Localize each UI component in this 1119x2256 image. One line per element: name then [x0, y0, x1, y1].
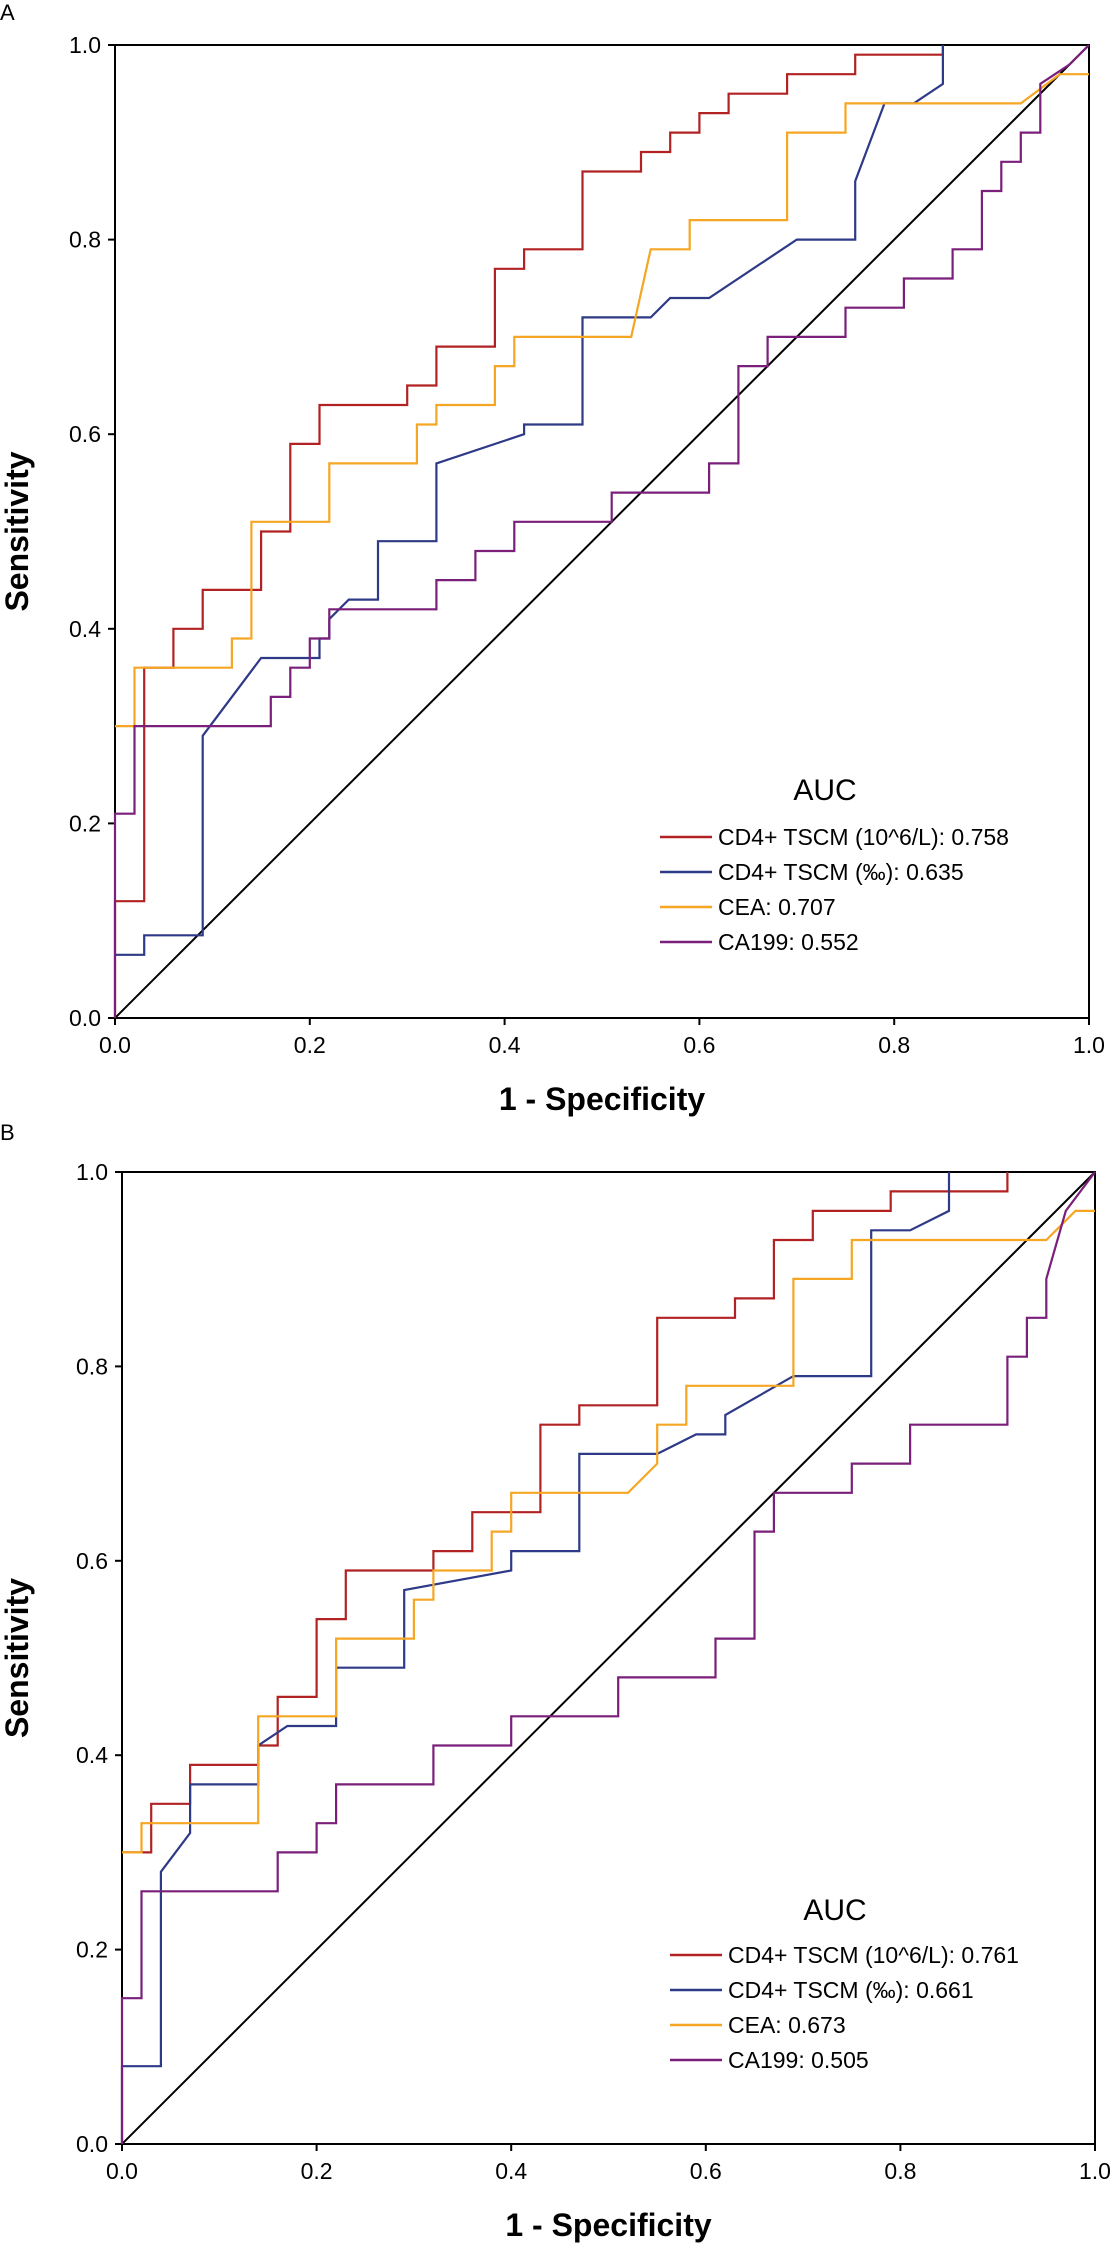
- x-tick-label: 0.8: [878, 1032, 910, 1058]
- y-tick-label: 0.0: [69, 1005, 101, 1031]
- y-tick-label: 0.0: [76, 2131, 108, 2157]
- legend-entry: CD4+ TSCM (‰): 0.635: [718, 859, 964, 885]
- roc-panel-a: A 0.0 0.2 0.4 0.6 0.8 1.0 0.0 0.2 0.4 0.6 0.8 1.0 1 -…: [0, 0, 1105, 1117]
- roc-curve-3: [115, 73, 1089, 728]
- x-tick-label: 0.6: [690, 2158, 722, 2184]
- reference-diagonal: [121, 1171, 1096, 2145]
- x-tick-label: 1.0: [1079, 2158, 1111, 2184]
- y-tick-label: 0.8: [76, 1353, 108, 1379]
- y-tick-label: 0.2: [76, 1937, 108, 1963]
- y-tick-label: 0.4: [69, 616, 101, 642]
- x-tick-label: 0.0: [106, 2158, 138, 2184]
- x-tick-label: 1.0: [1073, 1032, 1105, 1058]
- legend-entry: CEA: 0.673: [728, 2012, 846, 2038]
- y-tick-label: 0.6: [69, 421, 101, 447]
- roc-curve-4: [113, 44, 1090, 1018]
- y-tick-label: 1.0: [69, 32, 101, 58]
- y-axis-title: Sensitivity: [0, 1578, 35, 1738]
- legend-entry: CD4+ TSCM (10^6/L): 0.758: [718, 824, 1009, 850]
- legend-title: AUC: [793, 774, 856, 807]
- x-tick-label: 0.2: [301, 2158, 333, 2184]
- legend-entry: CA199: 0.505: [728, 2047, 869, 2073]
- roc-curve-2: [115, 45, 944, 956]
- panel-label: B: [0, 1120, 15, 1145]
- y-tick-label: 0.6: [76, 1548, 108, 1574]
- x-tick-label: 0.4: [495, 2158, 527, 2184]
- legend-entry: CD4+ TSCM (10^6/L): 0.761: [728, 1942, 1019, 1968]
- plot-frame: [114, 44, 1090, 1019]
- y-tick-label: 0.2: [69, 810, 101, 836]
- y-tick-label: 0.4: [76, 1742, 108, 1768]
- x-tick-label: 0.8: [884, 2158, 916, 2184]
- y-axis-title: Sensitivity: [0, 451, 35, 611]
- y-tick-label: 1.0: [76, 1159, 108, 1185]
- roc-curve-4: [120, 1171, 1096, 2144]
- x-tick-label: 0.2: [294, 1032, 326, 1058]
- roc-panel-b: B 0.0 0.2 0.4 0.6 0.8 1.0 0.0 0.2 0.4 0.6 0.8 1.0 1 -…: [0, 1120, 1111, 2243]
- x-axis-title: 1 - Specificity: [505, 2207, 712, 2243]
- y-tick-label: 0.8: [69, 227, 101, 253]
- roc-curve-1: [113, 45, 944, 1018]
- x-tick-label: 0.0: [99, 1032, 131, 1058]
- plot-frame: [121, 1171, 1096, 2145]
- roc-curve-1: [122, 1172, 1009, 1854]
- legend-entry: CEA: 0.707: [718, 894, 836, 920]
- legend-entry: CD4+ TSCM (‰): 0.661: [728, 1977, 974, 2003]
- roc-curve-3: [122, 1209, 1095, 1854]
- roc-curve-2: [120, 1172, 951, 2144]
- x-tick-label: 0.4: [489, 1032, 521, 1058]
- panel-label: A: [0, 0, 15, 25]
- reference-diagonal: [114, 44, 1090, 1019]
- x-tick-label: 0.6: [683, 1032, 715, 1058]
- legend-title: AUC: [803, 1894, 866, 1927]
- x-axis-title: 1 - Specificity: [499, 1081, 706, 1117]
- legend-entry: CA199: 0.552: [718, 929, 859, 955]
